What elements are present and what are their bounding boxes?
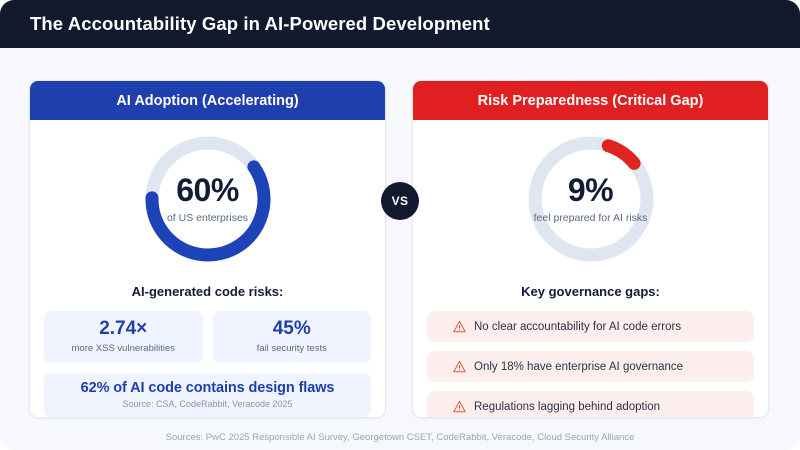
stat-caption: more XSS vulnerabilities: [71, 342, 176, 354]
ai-adoption-donut-center: 60% of US enterprises: [141, 132, 275, 266]
versus-badge: VS: [381, 182, 419, 220]
stat-value: 45%: [272, 318, 311, 339]
stat-value: 2.74×: [99, 318, 148, 339]
ai-adoption-percent: 60%: [176, 172, 239, 208]
ai-adoption-card-body: 60% of US enterprises AI-generated code …: [30, 132, 385, 417]
stat-caption: fail security tests: [256, 342, 327, 354]
risk-preparedness-card-body: 9% feel prepared for AI risks Key govern…: [413, 132, 768, 417]
design-flaws-headline: 62% of AI code contains design flaws: [80, 379, 335, 396]
ai-code-risk-stats-row: 2.74× more XSS vulnerabilities 45% fail …: [44, 311, 371, 363]
warning-triangle-icon: [453, 320, 466, 333]
ai-adoption-card: AI Adoption (Accelerating) 60% of US ent…: [29, 80, 386, 418]
page-title: The Accountability Gap in AI-Powered Dev…: [30, 13, 490, 34]
list-item-label: No clear accountability for AI code erro…: [474, 320, 682, 333]
risk-preparedness-donut-center: 9% feel prepared for AI risks: [524, 132, 658, 266]
ai-adoption-donut-chart: 60% of US enterprises: [141, 132, 275, 266]
risk-preparedness-donut-label: feel prepared for AI risks: [533, 212, 648, 224]
risk-preparedness-card-title: Risk Preparedness (Critical Gap): [477, 92, 704, 109]
warning-triangle-icon: [453, 360, 466, 373]
ai-adoption-card-title: AI Adoption (Accelerating): [116, 92, 299, 109]
risk-preparedness-card-header: Risk Preparedness (Critical Gap): [413, 81, 768, 120]
list-item: Regulations lagging behind adoption: [427, 391, 754, 417]
ai-adoption-donut-svg: [145, 136, 270, 262]
donut-track: [528, 136, 653, 262]
list-item: Only 18% have enterprise AI governance: [427, 351, 754, 382]
governance-gaps-heading: Key governance gaps:: [521, 284, 660, 299]
ai-adoption-donut-label: of US enterprises: [166, 212, 249, 224]
design-flaws-banner: 62% of AI code contains design flaws Sou…: [44, 372, 371, 417]
governance-gaps-list: No clear accountability for AI code erro…: [427, 311, 754, 417]
donut-value-arc: [528, 136, 653, 262]
risk-preparedness-percent: 9%: [567, 172, 614, 208]
risk-preparedness-donut-svg: [528, 136, 653, 262]
stat-card-security-tests: 45% fail security tests: [212, 311, 371, 363]
list-item-label: Only 18% have enterprise AI governance: [474, 360, 684, 373]
header-bar: The Accountability Gap in AI-Powered Dev…: [0, 0, 800, 48]
versus-badge-label: VS: [391, 194, 409, 208]
design-flaws-source: Source: CSA, CodeRabbit, Veracode 2025: [122, 398, 293, 409]
risk-preparedness-donut-chart: 9% feel prepared for AI risks: [524, 132, 658, 266]
footer-sources: Sources: PwC 2025 Responsible AI Survey,…: [165, 432, 635, 443]
ai-code-risks-heading: AI-generated code risks:: [131, 284, 284, 299]
donut-value-arc: [145, 136, 270, 262]
warning-triangle-icon: [453, 400, 466, 413]
risk-preparedness-card: Risk Preparedness (Critical Gap) 9% feel…: [412, 80, 769, 418]
stat-card-xss: 2.74× more XSS vulnerabilities: [44, 311, 203, 363]
ai-adoption-card-header: AI Adoption (Accelerating): [30, 81, 385, 120]
list-item: No clear accountability for AI code erro…: [427, 311, 754, 342]
list-item-label: Regulations lagging behind adoption: [474, 400, 661, 413]
